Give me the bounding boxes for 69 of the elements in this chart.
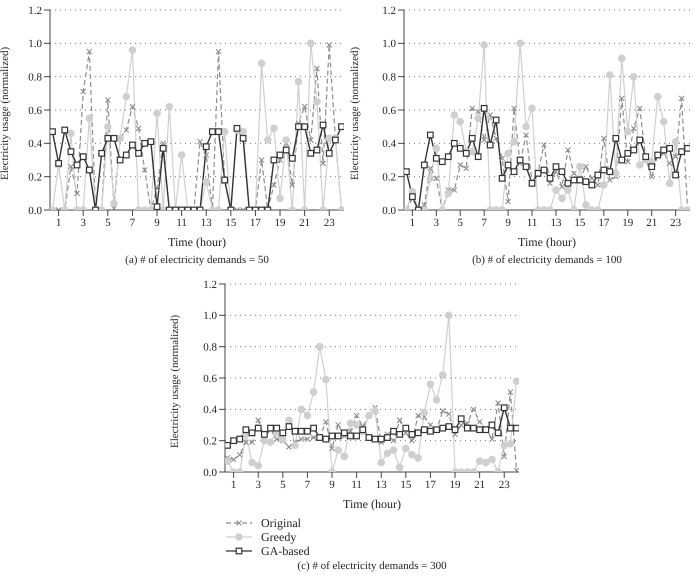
text: (b) # of electricity demands = 100 <box>471 254 623 267</box>
x-tick-label: 1 <box>410 216 416 229</box>
y-tick-label: 0.2 <box>203 436 217 448</box>
y-tick-label: 0.6 <box>382 104 396 117</box>
x-tick-label: 21 <box>474 478 486 491</box>
x-tick-label: 13 <box>550 216 562 229</box>
y-tick-label: 0.0 <box>382 204 396 217</box>
x-tick-label: 1 <box>230 478 236 491</box>
y-tick-label: 0.4 <box>28 138 42 150</box>
y-tick-label: 0.8 <box>203 342 218 354</box>
x-tick-label: 13 <box>376 478 388 491</box>
y-tick-label: 0.0 <box>203 466 218 479</box>
x-tick-label: 7 <box>304 478 311 491</box>
x-tick-label: 9 <box>154 216 160 229</box>
y-tick-label: 1.0 <box>203 310 218 322</box>
x-tick-label: 3 <box>434 216 440 229</box>
y-axis-title: Electricity usage (normalized) <box>0 46 11 180</box>
x-tick-label: 19 <box>622 216 634 229</box>
x-tick-label: 17 <box>250 216 262 229</box>
x-tick-label: 23 <box>670 216 682 229</box>
x-tick-label: 3 <box>255 478 262 491</box>
y-axis-title: Electricity usage (normalized) <box>168 314 181 448</box>
x-tick-label: 7 <box>130 216 136 229</box>
x-axis-title: Time (hour) <box>343 497 401 511</box>
x-tick-label: 5 <box>105 216 112 229</box>
x-tick-label: 15 <box>400 478 412 491</box>
y-tick-label: 1.2 <box>203 278 217 291</box>
x-tick-label: 1 <box>56 216 62 229</box>
x-tick-label: 13 <box>200 216 212 229</box>
x-tick-label: 5 <box>280 478 286 491</box>
x-tick-label: 11 <box>351 478 362 491</box>
x-tick-label: 3 <box>80 216 86 229</box>
y-tick-label: 0.2 <box>382 172 396 184</box>
legend-label: GA-based <box>261 544 310 558</box>
y-tick-label: 1.0 <box>382 38 396 50</box>
y-tick-label: 0.8 <box>382 72 396 84</box>
y-tick-label: 0.0 <box>28 204 42 217</box>
y-tick-label: 0.6 <box>28 104 42 117</box>
x-axis-title: Time (hour) <box>518 235 576 249</box>
x-tick-label: 15 <box>574 216 586 229</box>
legend-label: Greedy <box>261 530 296 544</box>
x-axis-title: Time (hour) <box>168 235 226 249</box>
y-tick-label: 1.0 <box>28 38 42 50</box>
x-tick-label: 21 <box>299 216 310 229</box>
x-tick-label: 19 <box>274 216 286 229</box>
y-tick-label: 1.2 <box>382 4 396 17</box>
x-tick-label: 11 <box>526 216 538 229</box>
x-tick-label: 21 <box>646 216 658 229</box>
x-tick-label: 17 <box>424 478 436 491</box>
x-tick-label: 11 <box>176 216 187 229</box>
y-tick-label: 0.2 <box>28 172 42 184</box>
legend-label: Original <box>261 516 301 530</box>
y-tick-label: 1.2 <box>28 4 42 17</box>
x-tick-label: 17 <box>598 216 610 229</box>
y-tick-label: 0.4 <box>382 138 396 150</box>
x-tick-label: 5 <box>457 216 464 229</box>
x-tick-label: 23 <box>498 478 510 491</box>
x-tick-label: 9 <box>329 478 336 491</box>
x-tick-label: 7 <box>481 216 488 229</box>
y-tick-label: 0.8 <box>28 72 42 84</box>
x-tick-label: 15 <box>225 216 237 229</box>
y-axis-title: Electricity usage (normalized) <box>348 46 361 180</box>
x-tick-label: 9 <box>505 216 512 229</box>
text: (a) # of electricity demands = 50 <box>124 254 270 267</box>
y-tick-label: 0.6 <box>203 372 218 385</box>
text: (c) # of electricity demands = 300 <box>296 560 448 573</box>
y-tick-label: 0.4 <box>203 404 218 416</box>
x-tick-label: 19 <box>450 478 462 491</box>
x-tick-label: 23 <box>324 216 336 229</box>
